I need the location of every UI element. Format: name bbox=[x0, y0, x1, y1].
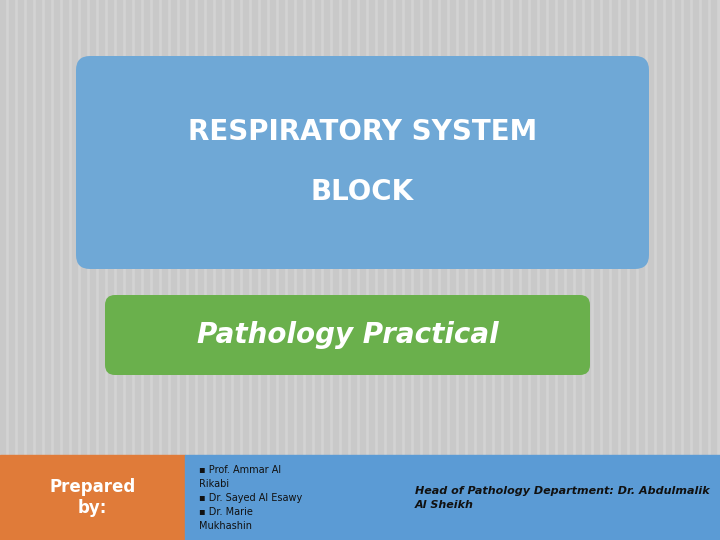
Bar bbox=[666, 0, 671, 540]
Bar bbox=[90, 0, 95, 540]
Bar bbox=[315, 0, 320, 540]
Bar bbox=[369, 0, 374, 540]
Bar bbox=[693, 0, 698, 540]
Text: ▪ Prof. Ammar Al
Rikabi
▪ Dr. Sayed Al Esawy
▪ Dr. Marie
Mukhashin: ▪ Prof. Ammar Al Rikabi ▪ Dr. Sayed Al E… bbox=[199, 465, 302, 531]
Bar bbox=[243, 0, 248, 540]
Text: Head of Pathology Department: Dr. Abdulmalik
Al Sheikh: Head of Pathology Department: Dr. Abdulm… bbox=[415, 485, 710, 510]
Bar bbox=[171, 0, 176, 540]
Bar bbox=[360, 0, 365, 540]
Bar bbox=[333, 0, 338, 540]
Bar bbox=[279, 0, 284, 540]
Bar bbox=[342, 0, 347, 540]
FancyBboxPatch shape bbox=[105, 295, 590, 375]
Bar bbox=[711, 0, 716, 540]
Text: Prepared
by:: Prepared by: bbox=[50, 478, 135, 517]
Bar bbox=[378, 0, 383, 540]
Bar bbox=[306, 0, 311, 540]
Bar bbox=[549, 0, 554, 540]
Bar bbox=[63, 0, 68, 540]
Bar bbox=[513, 0, 518, 540]
Bar bbox=[0, 0, 5, 540]
Bar bbox=[81, 0, 86, 540]
Bar bbox=[126, 0, 131, 540]
Bar bbox=[185, 455, 720, 540]
Bar bbox=[396, 0, 401, 540]
Bar bbox=[36, 0, 41, 540]
Bar bbox=[180, 0, 185, 540]
Bar bbox=[531, 0, 536, 540]
Bar bbox=[522, 0, 527, 540]
Bar bbox=[234, 0, 239, 540]
Bar bbox=[540, 0, 545, 540]
Bar bbox=[288, 0, 293, 540]
Bar bbox=[162, 0, 167, 540]
Bar bbox=[18, 0, 23, 540]
Bar bbox=[702, 0, 707, 540]
Bar bbox=[675, 0, 680, 540]
Bar bbox=[450, 0, 455, 540]
Bar bbox=[423, 0, 428, 540]
Bar bbox=[477, 0, 482, 540]
Bar bbox=[27, 0, 32, 540]
Bar bbox=[432, 0, 437, 540]
Bar bbox=[558, 0, 563, 540]
Bar bbox=[225, 0, 230, 540]
Bar bbox=[405, 0, 410, 540]
Bar bbox=[0, 455, 185, 540]
Bar bbox=[630, 0, 635, 540]
Bar bbox=[216, 0, 221, 540]
Bar bbox=[486, 0, 491, 540]
Bar bbox=[189, 0, 194, 540]
Bar bbox=[9, 0, 14, 540]
Bar bbox=[117, 0, 122, 540]
Bar bbox=[648, 0, 653, 540]
Bar bbox=[198, 0, 203, 540]
Bar bbox=[495, 0, 500, 540]
Text: Pathology Practical: Pathology Practical bbox=[197, 321, 498, 349]
Bar bbox=[414, 0, 419, 540]
FancyBboxPatch shape bbox=[76, 56, 649, 269]
Text: RESPIRATORY SYSTEM: RESPIRATORY SYSTEM bbox=[188, 118, 537, 146]
Bar bbox=[351, 0, 356, 540]
Bar bbox=[459, 0, 464, 540]
Bar bbox=[144, 0, 149, 540]
Bar bbox=[261, 0, 266, 540]
Bar bbox=[585, 0, 590, 540]
Bar bbox=[639, 0, 644, 540]
Bar bbox=[657, 0, 662, 540]
Bar bbox=[441, 0, 446, 540]
Bar bbox=[567, 0, 572, 540]
Bar bbox=[594, 0, 599, 540]
Bar bbox=[324, 0, 329, 540]
Bar bbox=[603, 0, 608, 540]
Bar bbox=[576, 0, 581, 540]
Text: BLOCK: BLOCK bbox=[311, 179, 414, 206]
Bar bbox=[135, 0, 140, 540]
Bar bbox=[54, 0, 59, 540]
Bar bbox=[621, 0, 626, 540]
Bar bbox=[45, 0, 50, 540]
Bar bbox=[72, 0, 77, 540]
Bar bbox=[504, 0, 509, 540]
Bar bbox=[297, 0, 302, 540]
Bar bbox=[153, 0, 158, 540]
Bar bbox=[387, 0, 392, 540]
Bar bbox=[108, 0, 113, 540]
Bar bbox=[99, 0, 104, 540]
Bar bbox=[468, 0, 473, 540]
Bar bbox=[252, 0, 257, 540]
Bar bbox=[684, 0, 689, 540]
Bar bbox=[270, 0, 275, 540]
Bar bbox=[612, 0, 617, 540]
Bar bbox=[207, 0, 212, 540]
